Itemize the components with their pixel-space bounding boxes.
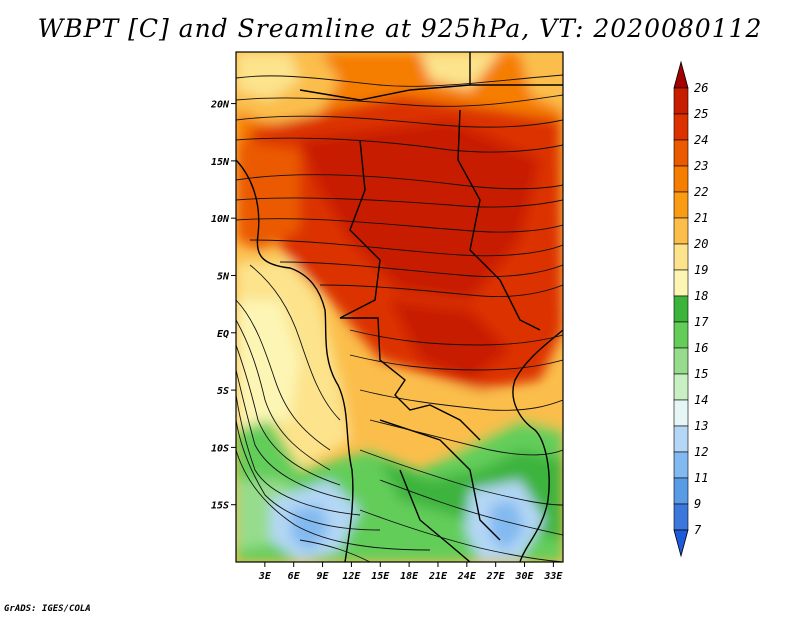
colorbar-label: 17 — [694, 315, 709, 329]
colorbar-bin — [673, 373, 689, 401]
colorbar-bin — [673, 87, 689, 115]
colorbar-label: 18 — [694, 289, 708, 303]
y-tick-label: 20N — [210, 100, 230, 111]
colorbar-label: 19 — [694, 263, 708, 277]
colorbar-bin — [673, 321, 689, 349]
y-tick-label: 15N — [211, 157, 230, 168]
y-tick-label: 5N — [217, 271, 230, 282]
x-tick-label: 33E — [543, 571, 563, 582]
y-tick-label: EQ — [217, 329, 229, 340]
x-tick-label: 9E — [317, 571, 330, 582]
x-tick-label: 27E — [486, 571, 506, 582]
x-axis: 3E 6E 9E 12E 15E 18E 21E 24E 27E 30E 33E — [258, 562, 563, 582]
colorbar-label: 22 — [694, 185, 708, 199]
colorbar-bin — [673, 425, 689, 453]
colorbar-bin — [673, 243, 689, 271]
x-tick-label: 24E — [457, 571, 477, 582]
x-tick-label: 6E — [288, 571, 301, 582]
colorbar-label: 15 — [694, 367, 708, 381]
colorbar-bin — [673, 113, 689, 141]
colorbar-bin — [673, 269, 689, 297]
streamlines — [236, 74, 563, 562]
x-tick-label: 21E — [428, 571, 448, 582]
colorbar-label: 13 — [694, 419, 708, 433]
colorbar-label: 26 — [694, 81, 708, 95]
colorbar-bin — [673, 191, 689, 219]
y-tick-label: 10S — [211, 443, 229, 454]
colorbar-bin — [673, 399, 689, 427]
colorbar-bin — [673, 60, 689, 89]
x-tick-label: 15E — [371, 571, 390, 582]
x-tick-label: 12E — [342, 571, 361, 582]
colorbar-bin — [673, 139, 689, 167]
colorbar-bin — [673, 529, 689, 558]
x-tick-label: 3E — [258, 571, 272, 582]
y-tick-label: 15S — [211, 501, 229, 512]
colorbar-label: 11 — [694, 471, 708, 485]
colorbar-bin — [673, 217, 689, 245]
wbpt-field — [236, 52, 563, 562]
colorbar-label: 21 — [694, 211, 708, 225]
colorbar-label: 9 — [694, 497, 701, 511]
colorbar-label: 16 — [694, 341, 708, 355]
x-tick-label: 18E — [400, 571, 419, 582]
y-tick-label: 10N — [211, 214, 230, 225]
colorbar: 26 25 24 23 22 21 20 19 18 17 16 15 14 13 12 11 9 7 — [673, 60, 709, 558]
y-axis: 20N 15N 10N 5N EQ 5S 10S 15S — [210, 100, 236, 512]
colorbar-label: 7 — [694, 523, 702, 537]
colorbar-bin — [673, 503, 689, 531]
colorbar-bin — [673, 295, 689, 323]
colorbar-bin — [673, 165, 689, 193]
colorbar-label: 23 — [694, 159, 708, 173]
map-title: WBPT [C] and Sreamline at 925hPa, VT: 20… — [37, 14, 763, 43]
footer-credit: GrADS: IGES/COLA — [4, 604, 91, 614]
colorbar-label: 12 — [694, 445, 708, 459]
colorbar-label: 20 — [694, 237, 708, 251]
colorbar-bin — [673, 477, 689, 505]
colorbar-label: 24 — [694, 133, 708, 147]
coastlines-borders — [236, 52, 563, 562]
colorbar-bin — [673, 347, 689, 375]
x-tick-label: 30E — [514, 571, 534, 582]
map-frame — [235, 51, 564, 563]
colorbar-bin — [673, 451, 689, 479]
colorbar-label: 14 — [694, 393, 708, 407]
y-tick-label: 5S — [217, 386, 229, 397]
colorbar-label: 25 — [694, 107, 708, 121]
